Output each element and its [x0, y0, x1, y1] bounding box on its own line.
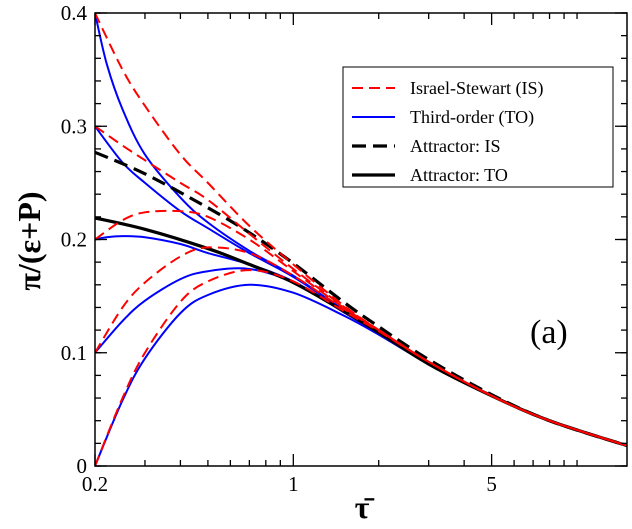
- x-tick-label: 0.2: [82, 472, 108, 496]
- legend-label-attractor-is: Attractor: IS: [410, 136, 500, 156]
- x-axis-label: τ̄: [355, 489, 375, 525]
- axis-tick-labels: 0 0.1 0.2 0.3 0.4 0.2 1 5: [61, 1, 497, 496]
- y-axis-title: π/(ε+P): [11, 191, 47, 290]
- plot-curves: [95, 13, 627, 466]
- y-tick-label: 0.3: [61, 114, 87, 138]
- y-tick-label: 0.1: [61, 341, 87, 365]
- y-axis-label: π/(ε+P): [11, 191, 47, 290]
- series-line-is-0-1: [95, 246, 627, 447]
- legend-label-israel-stewart-is: Israel-Stewart (IS): [410, 78, 543, 99]
- series-line-attractor-is: [95, 150, 627, 448]
- series-line-is-0-0: [95, 269, 627, 466]
- y-tick-label: 0.4: [61, 1, 88, 25]
- x-tick-label: 1: [288, 472, 299, 496]
- y-tick-label: 0: [77, 454, 88, 478]
- legend-label-attractor-to: Attractor: TO: [410, 165, 508, 185]
- series-line-is-0-2: [95, 209, 627, 447]
- x-tick-label: 5: [486, 472, 497, 496]
- axis-ticks: [94, 12, 627, 467]
- legend-label-third-order-to: Third-order (TO): [410, 107, 534, 128]
- legend: Israel-Stewart (IS) Third-order (TO) Attra…: [342, 66, 614, 188]
- series-line-to-0-0: [95, 283, 627, 466]
- y-tick-label: 0.2: [61, 228, 87, 252]
- panel-annotation: (a): [530, 314, 568, 351]
